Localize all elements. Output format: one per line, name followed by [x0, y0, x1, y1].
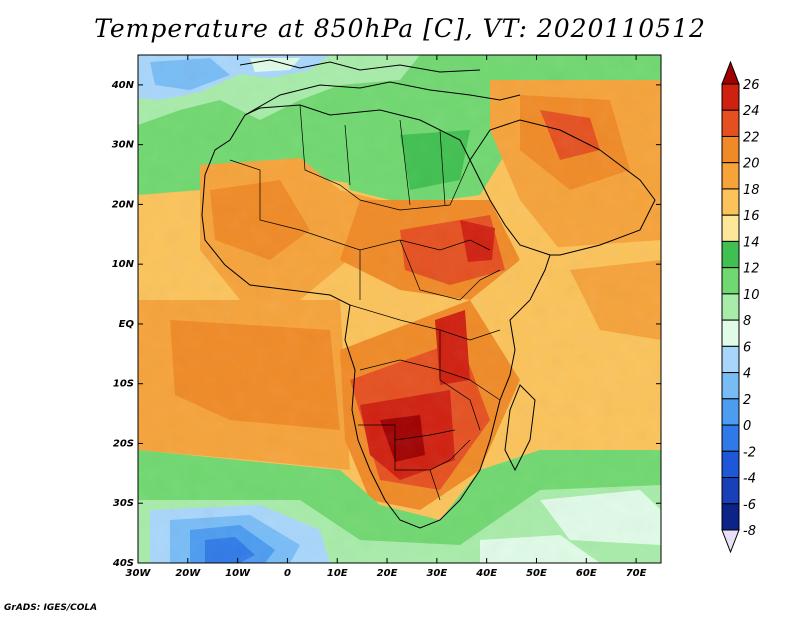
colorbar-box: [721, 345, 740, 374]
lon-axis: 30W 20W 10W 0 10E 20E 30E 40E 50E 60E 70E: [126, 55, 647, 579]
colorbar-box: [721, 267, 740, 295]
lon-label: 10W: [225, 568, 251, 579]
colorbar-bottom-arrow: [721, 529, 740, 554]
colorbar-label: 22: [743, 130, 760, 145]
colorbar-label: -2: [743, 445, 756, 460]
coastlines: [201, 59, 656, 529]
lat-label: 20N: [112, 199, 135, 210]
credit-text: GrADS: IGES/COLA: [4, 603, 98, 613]
colorbar-box: [721, 372, 740, 400]
colorbar-label: -6: [743, 498, 756, 513]
colorbar-label: -8: [743, 524, 756, 539]
country-borders: [229, 104, 501, 501]
lat-label: 20S: [113, 438, 134, 449]
colorbar-box: [721, 503, 740, 531]
lon-label: 30W: [126, 568, 152, 579]
lat-label: 30N: [112, 140, 135, 151]
colorbar-label: 20: [743, 157, 760, 172]
colorbar-box: [721, 477, 740, 505]
lat-axis: 40N 30N 20N 10N EQ 10S 20S 30S 40S: [111, 80, 661, 569]
colorbar-top-arrow: [721, 60, 740, 85]
lon-label: 40E: [475, 568, 497, 579]
lat-label: 10S: [113, 379, 134, 390]
colorbar-box: [721, 109, 740, 137]
lat-label: EQ: [119, 319, 135, 330]
lon-label: 20W: [175, 568, 201, 579]
lat-label: 40N: [111, 80, 135, 91]
lon-label: 50E: [526, 568, 547, 579]
colorbar-box: [721, 83, 740, 111]
lat-label: 30S: [113, 498, 134, 509]
colorbar-label: 24: [743, 104, 760, 119]
map-title: Temperature at 850hPa [C], VT: 202011051…: [94, 14, 706, 43]
colorbar-box: [721, 319, 740, 347]
colorbar-label: -4: [743, 472, 756, 487]
colorbar-label: 0: [743, 419, 751, 434]
colorbar-label: 18: [743, 183, 760, 198]
lon-label: 10E: [327, 568, 348, 579]
colorbar-label: 4: [743, 367, 751, 382]
colorbar-box: [721, 450, 740, 479]
lon-label: 60E: [576, 568, 597, 579]
colorbar-box: [721, 398, 740, 426]
colorbar-label: 26: [743, 78, 760, 93]
colorbar-label: 16: [743, 209, 760, 224]
map-frame: [137, 54, 662, 564]
colorbar-label: 14: [743, 235, 760, 250]
colorbar-box: [721, 293, 740, 321]
colorbar-label: 10: [743, 288, 760, 303]
colorbar-box: [721, 135, 740, 164]
colorbar-box: [721, 424, 740, 452]
lon-label: 70E: [626, 568, 647, 579]
colorbar-label: 6: [743, 340, 751, 355]
colorbar-box: [721, 188, 740, 216]
colorbar-box: [721, 162, 740, 190]
colorbar-label: 2: [743, 393, 751, 408]
colorbar-box: [721, 240, 740, 269]
lat-label: 10N: [112, 259, 135, 270]
temperature-field: [138, 55, 661, 563]
lon-label: 30E: [426, 568, 447, 579]
lat-label: 40S: [112, 558, 134, 569]
lon-label: 0: [284, 568, 291, 579]
colorbar-label: 8: [743, 314, 751, 329]
lon-label: 20E: [377, 568, 398, 579]
colorbar-label: 12: [743, 262, 760, 277]
colorbar-box: [721, 214, 740, 242]
